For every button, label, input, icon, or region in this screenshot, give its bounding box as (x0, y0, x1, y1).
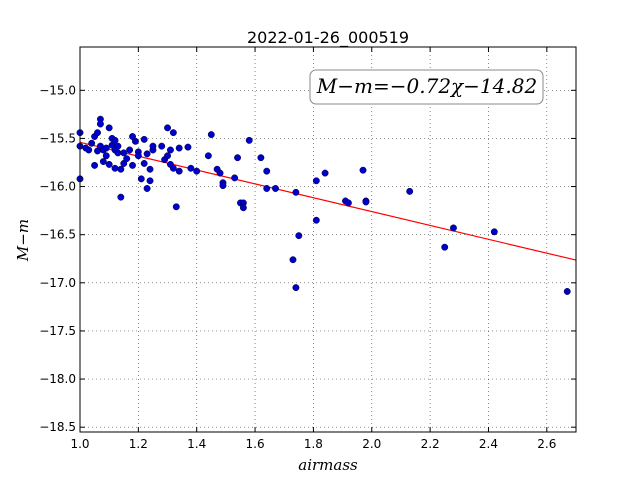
data-point (175, 167, 183, 175)
y-tick-label: −18.0 (39, 372, 76, 386)
data-point (321, 169, 329, 177)
data-point (312, 177, 320, 185)
data-point (140, 160, 148, 167)
y-tick-label: −16.0 (39, 180, 76, 194)
x-tick-label: 1.6 (246, 437, 265, 451)
data-point (158, 142, 166, 150)
data-point (312, 216, 320, 224)
data-point (117, 193, 125, 201)
data-point (172, 203, 180, 211)
data-point (289, 256, 297, 264)
data-point (140, 135, 148, 143)
data-point (126, 146, 134, 154)
x-tick-label: 1.8 (304, 437, 323, 451)
data-point (204, 152, 212, 160)
fit-equation-frame (309, 69, 544, 105)
data-point (207, 131, 215, 139)
data-point (111, 136, 119, 144)
y-tick-label: −15.0 (39, 83, 76, 97)
x-tick-label: 2.4 (479, 437, 498, 451)
data-point (105, 124, 113, 132)
data-point (137, 175, 145, 183)
data-point (231, 174, 239, 182)
x-tick-label: 2.0 (362, 437, 381, 451)
data-point (102, 144, 110, 152)
data-point (166, 146, 174, 154)
data-point (105, 160, 113, 168)
data-point (406, 187, 414, 195)
data-point (143, 150, 151, 158)
data-point (263, 167, 271, 175)
data-point (143, 185, 151, 192)
data-point (134, 152, 142, 160)
fit-equation-box: M−m=−0.72χ−14.82 (309, 69, 544, 105)
data-point (120, 149, 128, 157)
data-point (295, 232, 303, 240)
y-tick-label: −18.5 (39, 420, 76, 434)
data-point (102, 152, 110, 160)
x-tick-label: 1.0 (70, 437, 89, 451)
data-point (146, 177, 154, 185)
chart-title: 2022-01-26_000519 (247, 28, 409, 48)
data-point (94, 129, 101, 137)
data-point (169, 164, 177, 172)
data-point (219, 182, 227, 190)
data-point (359, 166, 367, 174)
y-tick-label: −16.5 (39, 228, 76, 242)
data-point (344, 199, 352, 207)
data-point (129, 161, 136, 169)
data-point (292, 188, 300, 196)
axes-frame (79, 46, 577, 433)
x-tick-label: 2.6 (537, 437, 556, 451)
data-point (362, 198, 370, 206)
data-point (272, 185, 279, 192)
fit-equation: M−m=−0.72χ−14.82 (316, 74, 537, 98)
data-point (216, 169, 224, 177)
data-point (131, 137, 139, 145)
data-point (239, 204, 247, 212)
data-point (164, 124, 171, 132)
data-point (111, 164, 119, 172)
data-point (563, 288, 571, 295)
y-tick-label: −15.5 (39, 131, 76, 145)
data-point (292, 284, 300, 292)
data-point (187, 164, 195, 172)
y-tick-label: −17.0 (39, 276, 76, 290)
data-point (146, 165, 154, 173)
data-point (490, 228, 498, 236)
data-point (85, 146, 93, 154)
x-tick-label: 1.2 (129, 437, 148, 451)
data-point (441, 243, 449, 251)
data-point (245, 136, 253, 144)
data-point (99, 158, 107, 165)
x-axis-label: airmass (298, 456, 358, 474)
data-point (114, 142, 122, 150)
y-tick-label: −17.5 (39, 324, 76, 338)
data-point (257, 154, 265, 162)
data-point (193, 167, 201, 175)
data-point (91, 161, 99, 169)
y-axis-label: M−m (14, 219, 32, 262)
data-point (117, 165, 125, 173)
x-tick-label: 2.2 (421, 437, 440, 451)
data-point (123, 155, 131, 163)
data-point (263, 185, 271, 192)
x-tick-label: 1.4 (187, 437, 206, 451)
data-point (114, 149, 122, 157)
data-point (169, 129, 177, 137)
data-point (164, 152, 171, 160)
data-point (184, 143, 192, 151)
data-point (450, 224, 457, 232)
data-point (149, 142, 157, 150)
data-point (175, 144, 183, 152)
data-point (234, 154, 242, 162)
data-point (96, 120, 104, 128)
data-point (88, 139, 96, 147)
